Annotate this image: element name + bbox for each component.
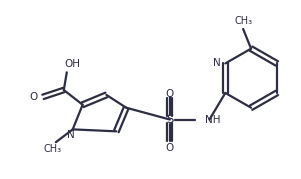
Text: NH: NH (206, 115, 221, 125)
Text: O: O (166, 143, 174, 153)
Text: S: S (166, 113, 173, 126)
Text: CH₃: CH₃ (44, 144, 62, 154)
Text: O: O (166, 89, 174, 99)
Text: CH₃: CH₃ (234, 16, 252, 26)
Text: N: N (213, 58, 220, 68)
Text: OH: OH (65, 59, 81, 69)
Text: N: N (67, 130, 75, 140)
Text: O: O (30, 92, 38, 102)
